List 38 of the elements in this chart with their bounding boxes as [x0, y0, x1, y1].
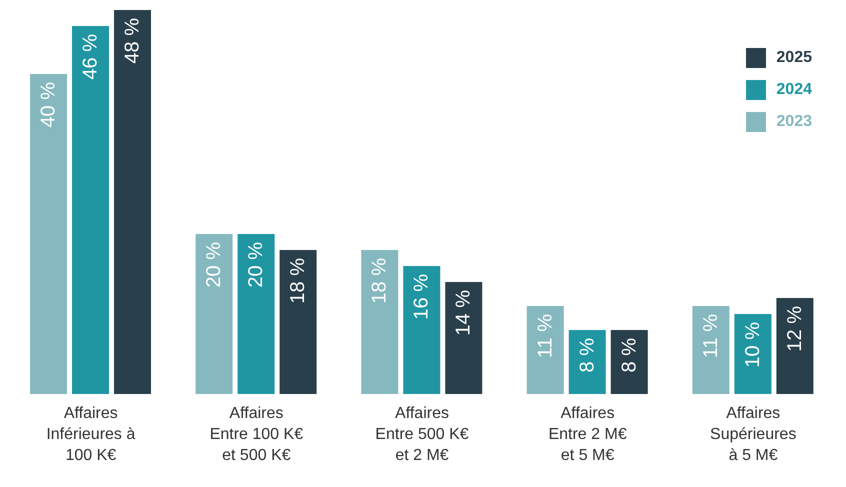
- data-label: 11 %: [534, 314, 556, 358]
- data-label: 40 %: [38, 82, 60, 128]
- data-label: 46 %: [80, 34, 102, 80]
- data-label: 8 %: [576, 338, 598, 372]
- bar: [692, 306, 730, 394]
- bar: [568, 330, 606, 394]
- bar: [238, 234, 275, 394]
- data-label: 8 %: [618, 338, 640, 372]
- bar: [196, 234, 233, 394]
- bar: [403, 266, 440, 394]
- legend-label: 2023: [776, 113, 812, 131]
- x-tick-label: Affaires Inférieures à 100 K€: [46, 405, 136, 464]
- x-tick-label: Affaires Entre 2 M€ et 5 M€: [548, 405, 627, 464]
- bar: [72, 26, 109, 394]
- legend-label: 2025: [776, 49, 812, 67]
- bar: [734, 314, 772, 394]
- data-label: 18 %: [287, 258, 310, 304]
- data-label: 14 %: [452, 290, 475, 336]
- legend-label: 2024: [776, 81, 812, 99]
- data-label: 11 %: [700, 314, 722, 358]
- data-label: 20 %: [245, 242, 268, 288]
- x-tick-label: Affaires Entre 100 K€ et 500 K€: [210, 405, 304, 464]
- bar: [526, 306, 564, 394]
- data-label: 12 %: [784, 306, 806, 352]
- bar: [776, 298, 814, 394]
- bar: [610, 330, 648, 394]
- bar: [280, 250, 317, 394]
- data-label: 10 %: [742, 322, 764, 368]
- data-label: 16 %: [410, 274, 433, 320]
- data-label: 20 %: [203, 242, 226, 288]
- bar: [114, 10, 151, 394]
- x-tick-label: Affaires Entre 500 K€ et 2 M€: [375, 405, 469, 464]
- x-tick-label: Affaires Supérieures à 5 M€: [710, 405, 796, 464]
- bar: [445, 282, 482, 394]
- data-label: 48 %: [122, 18, 144, 64]
- bar: [361, 250, 398, 394]
- bar: [30, 74, 67, 394]
- data-label: 18 %: [368, 258, 391, 304]
